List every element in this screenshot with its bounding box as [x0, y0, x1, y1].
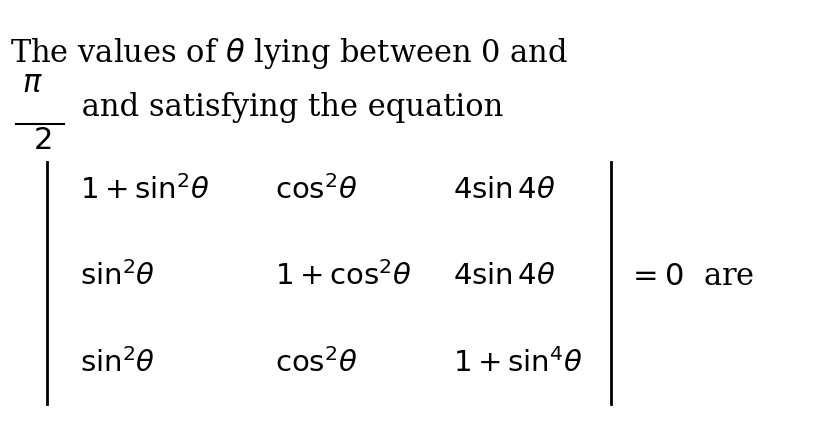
Text: $\cos^2\!\theta$: $\cos^2\!\theta$ [275, 348, 358, 378]
Text: $=0$  are: $=0$ are [627, 261, 755, 292]
Text: $1+\cos^2\!\theta$: $1+\cos^2\!\theta$ [275, 262, 412, 291]
Text: $1+\sin^2\!\theta$: $1+\sin^2\!\theta$ [80, 175, 210, 205]
Text: $1+\sin^4\!\theta$: $1+\sin^4\!\theta$ [453, 348, 582, 378]
Text: $\pi$: $\pi$ [22, 68, 43, 99]
Text: $4\sin 4\theta$: $4\sin 4\theta$ [453, 176, 556, 204]
Text: $4\sin 4\theta$: $4\sin 4\theta$ [453, 262, 556, 290]
Text: $\sin^2\!\theta$: $\sin^2\!\theta$ [80, 262, 156, 291]
Text: $2$: $2$ [33, 125, 52, 156]
Text: $\cos^2\!\theta$: $\cos^2\!\theta$ [275, 175, 358, 205]
Text: The values of $\theta$ lying between 0 and: The values of $\theta$ lying between 0 a… [10, 36, 568, 71]
Text: and satisfying the equation: and satisfying the equation [72, 92, 503, 123]
Text: $\sin^2\!\theta$: $\sin^2\!\theta$ [80, 348, 156, 378]
